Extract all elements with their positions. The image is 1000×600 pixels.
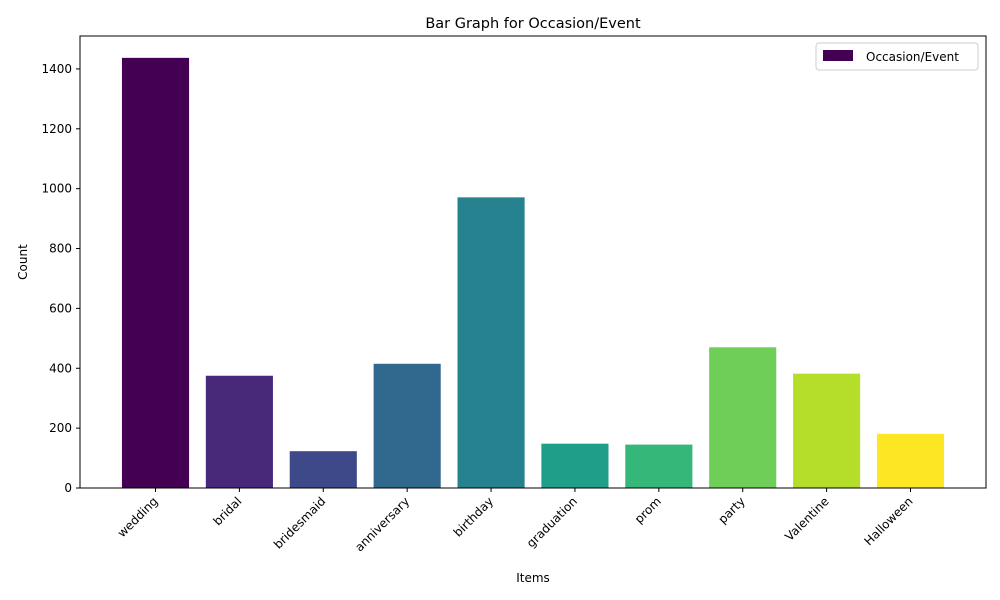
y-tick-label: 0 <box>64 481 72 495</box>
bar-wedding <box>121 57 190 488</box>
y-tick-label: 1400 <box>41 62 72 76</box>
bar-bridal <box>205 375 273 488</box>
y-tick-label: 600 <box>49 301 72 315</box>
y-tick-label: 200 <box>49 421 72 435</box>
bar-bridesmaid <box>289 451 357 488</box>
bar-prom <box>625 444 693 488</box>
chart-title: Bar Graph for Occasion/Event <box>425 16 641 32</box>
bar-graduation <box>541 443 609 488</box>
bars-group <box>121 57 945 488</box>
legend-box <box>815 42 979 71</box>
y-tick-label: 1000 <box>41 182 72 196</box>
legend-swatch <box>823 50 853 61</box>
legend-entry: Occasion/Event <box>866 50 959 64</box>
y-axis-label: Count <box>16 244 30 280</box>
bar-halloween <box>876 433 945 488</box>
bar-party <box>709 347 777 488</box>
bar-valentine <box>793 373 861 488</box>
y-tick-label: 1200 <box>41 122 72 136</box>
y-tick-label: 800 <box>49 242 72 256</box>
plot-frame <box>79 35 987 489</box>
x-axis-label: Items <box>516 571 550 585</box>
y-tick-label: 400 <box>49 361 72 375</box>
bar-birthday <box>457 197 525 488</box>
legend: Occasion/Event <box>815 42 979 71</box>
bar-anniversary <box>373 363 441 488</box>
y-axis: 0 200 400 600 800 1000 1200 1400 <box>41 62 80 495</box>
